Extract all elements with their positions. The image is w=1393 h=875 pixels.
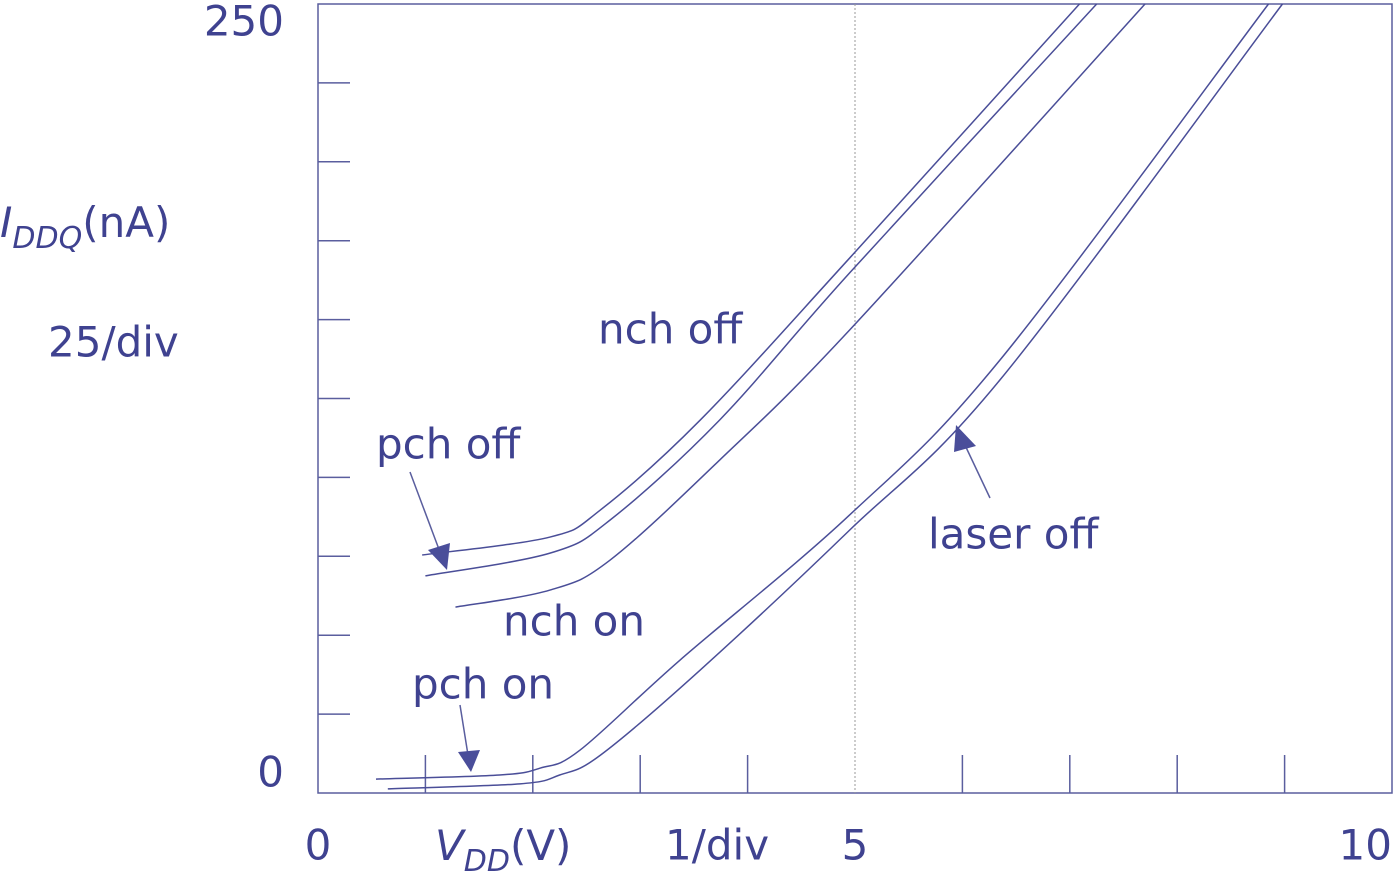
- y-tick-label: 0: [257, 748, 284, 797]
- arrow-head: [428, 543, 450, 570]
- arrow-head: [458, 750, 480, 772]
- annotation: nch off: [598, 305, 743, 354]
- x-label-sub: DD: [464, 844, 510, 875]
- y-axis-label: IDDQ(nA): [0, 198, 170, 256]
- annotation: pch off: [376, 420, 521, 469]
- y-label-sub: DDQ: [12, 221, 82, 256]
- y-label-unit: (nA): [82, 198, 170, 247]
- x-label-unit: (V): [510, 821, 572, 870]
- arrow: [459, 704, 469, 756]
- y-tick-label: 250: [204, 0, 284, 46]
- curve: [425, 3, 1098, 577]
- curve: [422, 3, 1081, 556]
- curve: [375, 3, 1270, 780]
- x-scale-label: 1/div: [665, 821, 769, 870]
- x-label-main: V: [435, 821, 467, 870]
- arrow: [409, 471, 441, 553]
- arrow-head: [954, 425, 976, 452]
- x-tick-label: 0: [305, 821, 332, 870]
- x-tick-label: 5: [842, 821, 869, 870]
- annotation: pch on: [412, 660, 554, 709]
- annotation: laser off: [928, 510, 1099, 559]
- curve: [455, 3, 1146, 608]
- y-label-main: I: [0, 198, 12, 247]
- x-tick-label: 10: [1339, 821, 1392, 870]
- annotation: nch on: [503, 597, 645, 646]
- x-axis-label: VDD(V): [435, 821, 571, 875]
- y-scale-label: 25/div: [48, 318, 179, 367]
- arrow: [963, 442, 991, 499]
- curve: [387, 3, 1284, 790]
